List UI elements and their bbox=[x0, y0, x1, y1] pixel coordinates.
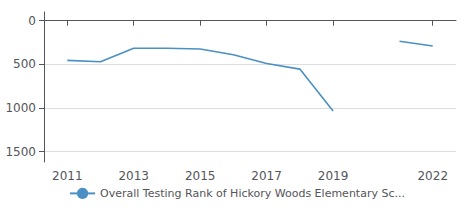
svg-text:Overall Testing Rank of Hickor: Overall Testing Rank of Hickory Woods El… bbox=[100, 187, 405, 200]
svg-text:500: 500 bbox=[13, 57, 36, 71]
svg-text:1500: 1500 bbox=[5, 145, 36, 159]
svg-text:2017: 2017 bbox=[251, 169, 282, 183]
svg-text:2022: 2022 bbox=[417, 169, 448, 183]
svg-text:1000: 1000 bbox=[5, 101, 36, 115]
svg-text:2015: 2015 bbox=[185, 169, 216, 183]
svg-text:0: 0 bbox=[28, 14, 36, 28]
svg-text:2011: 2011 bbox=[52, 169, 83, 183]
svg-text:2019: 2019 bbox=[318, 169, 349, 183]
svg-text:2013: 2013 bbox=[118, 169, 149, 183]
